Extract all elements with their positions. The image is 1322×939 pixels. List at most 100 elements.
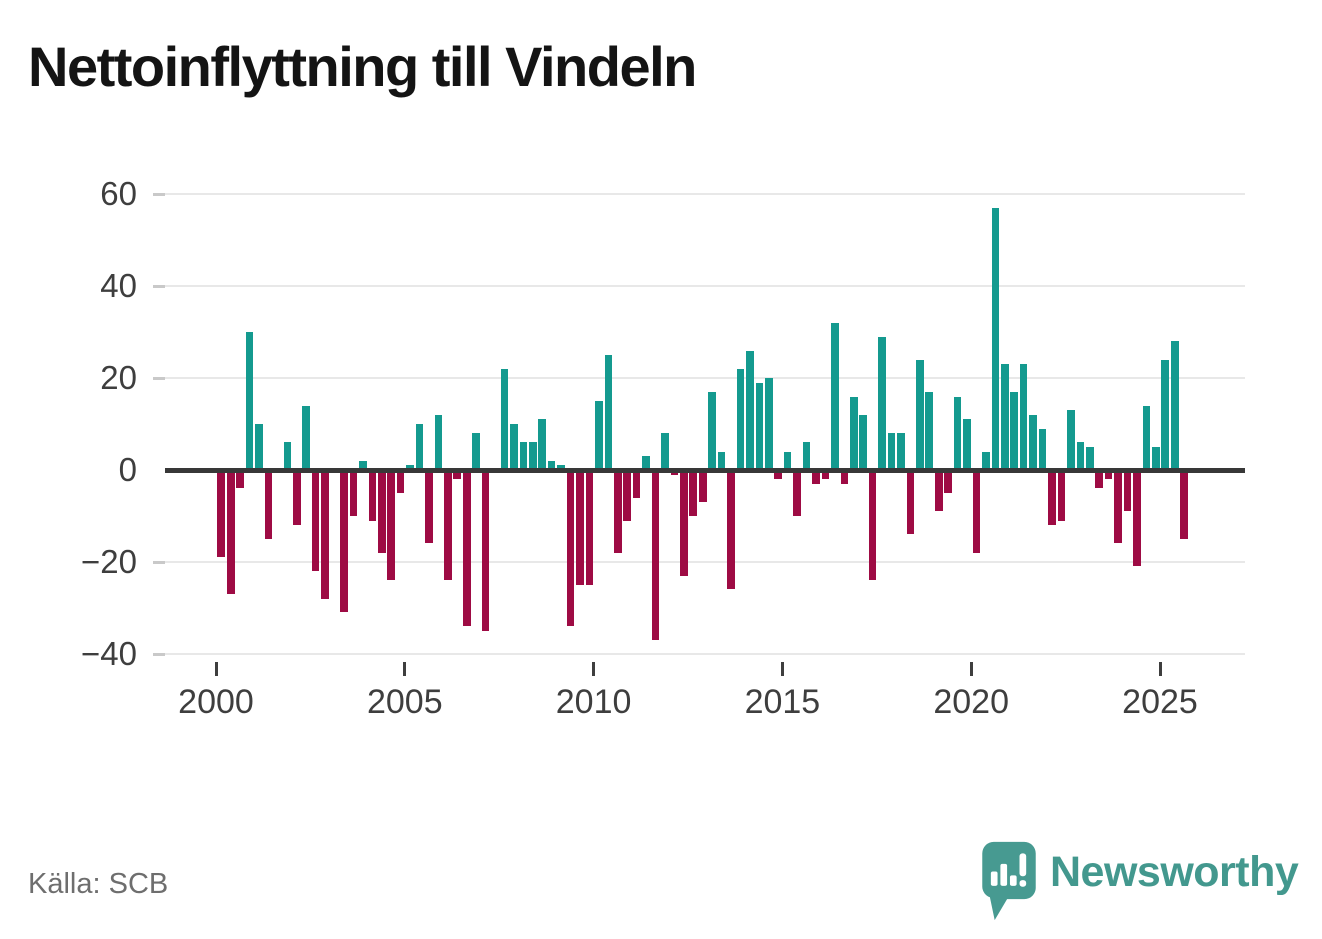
y-tick-label: −20 (81, 542, 137, 580)
x-tick-label: 2010 (555, 683, 632, 721)
bar-2020-Q3 (991, 208, 1000, 470)
bar-2000-Q4 (245, 332, 254, 470)
gridline-y-40 (165, 652, 1245, 655)
x-axis-tick (403, 662, 407, 676)
bar-2011-Q3 (651, 470, 660, 640)
bar-2002-Q3 (311, 470, 320, 572)
gridline-y60 (165, 193, 1245, 196)
source-note: Källa: SCB (28, 868, 169, 900)
gridline-y-20 (165, 560, 1245, 563)
bar-2023-Q3 (1104, 470, 1113, 480)
bar-2007-Q1 (481, 470, 490, 631)
bar-2019-Q1 (934, 470, 943, 512)
bar-2021-Q3 (1029, 414, 1037, 470)
bar-2018-Q1 (897, 433, 905, 470)
bar-2018-Q4 (925, 391, 934, 470)
newsworthy-wordmark: Newsworthy (1050, 848, 1299, 896)
x-axis-tick (592, 662, 596, 676)
bar-2010-Q1 (595, 401, 603, 470)
bar-2016-Q3 (840, 470, 849, 484)
bar-2020-Q1 (972, 470, 981, 553)
y-tick-label: 20 (100, 359, 137, 397)
bar-2015-Q4 (812, 470, 820, 484)
bar-2009-Q3 (576, 470, 584, 585)
bar-2000-Q2 (226, 470, 235, 594)
bar-2007-Q4 (510, 424, 518, 470)
bar-2025-Q1 (1161, 359, 1170, 470)
bar-2011-Q1 (632, 470, 641, 498)
bar-2017-Q1 (859, 414, 867, 470)
bar-2016-Q1 (821, 470, 830, 480)
bar-2017-Q3 (878, 336, 886, 470)
bar-2024-Q3 (1142, 405, 1151, 470)
bar-2012-Q4 (698, 470, 707, 503)
bar-2004-Q2 (377, 470, 386, 553)
bar-2020-Q4 (1001, 364, 1009, 470)
gridline-y40 (165, 285, 1245, 288)
x-tick-label: 2000 (178, 683, 254, 721)
bar-2022-Q4 (1076, 442, 1085, 470)
bar-2010-Q4 (623, 470, 631, 521)
x-tick-label: 2020 (933, 683, 1009, 721)
bar-2015-Q2 (793, 470, 801, 516)
bar-2024-Q1 (1123, 470, 1132, 512)
bar-2006-Q4 (472, 433, 480, 470)
bar-2003-Q2 (340, 470, 348, 613)
newsworthy-logo: Newsworthy (980, 840, 1299, 924)
bar-2025-Q3 (1180, 470, 1188, 539)
bar-2000-Q3 (236, 470, 244, 489)
bar-2022-Q2 (1057, 470, 1066, 521)
bar-2023-Q1 (1085, 447, 1094, 470)
bar-2019-Q3 (953, 396, 962, 470)
chart-title: Nettoinflyttning till Vindeln (28, 35, 697, 98)
bar-2006-Q1 (444, 470, 452, 581)
x-tick-label: 2005 (366, 683, 443, 721)
bar-2006-Q3 (462, 470, 471, 627)
bar-2002-Q4 (321, 470, 329, 599)
x-axis-tick (214, 662, 218, 676)
bar-2008-Q3 (538, 419, 547, 470)
bar-2010-Q2 (604, 355, 613, 470)
x-axis-tick (780, 662, 784, 676)
y-axis-tick (153, 652, 165, 656)
bar-2014-Q3 (765, 378, 773, 470)
bar-2014-Q1 (746, 350, 754, 470)
bar-2013-Q3 (727, 470, 735, 590)
bar-2015-Q3 (802, 442, 811, 470)
bar-2022-Q1 (1048, 470, 1056, 526)
bar-2009-Q4 (585, 470, 594, 585)
bar-2008-Q1 (519, 442, 528, 470)
bar-2011-Q2 (642, 456, 650, 470)
bar-2016-Q2 (831, 323, 839, 470)
bar-2003-Q4 (359, 460, 367, 470)
bar-2017-Q4 (887, 433, 896, 470)
bar-2000-Q1 (217, 470, 226, 558)
bar-2025-Q2 (1170, 341, 1179, 470)
y-axis-tick (153, 285, 165, 289)
bar-2021-Q2 (1019, 364, 1028, 470)
bar-2018-Q2 (906, 470, 915, 535)
bar-2022-Q3 (1067, 410, 1075, 470)
y-tick-label: 60 (100, 175, 137, 213)
bar-2021-Q4 (1038, 428, 1047, 470)
bar-2019-Q2 (944, 470, 952, 493)
bar-2009-Q2 (566, 470, 575, 627)
bar-2021-Q1 (1010, 391, 1019, 470)
y-axis-tick (153, 560, 165, 564)
newsworthy-speech-bubble-chart-icon (982, 841, 1036, 921)
y-tick-label: −40 (81, 634, 137, 672)
bar-2019-Q4 (963, 419, 971, 470)
bar-2007-Q3 (500, 368, 509, 470)
bar-2002-Q2 (302, 405, 311, 470)
bar-2002-Q1 (293, 470, 301, 526)
bar-2024-Q2 (1133, 470, 1141, 567)
bar-2008-Q4 (547, 460, 556, 470)
y-tick-label: 40 (100, 267, 137, 305)
bar-2004-Q3 (387, 470, 395, 581)
bar-2015-Q1 (783, 451, 792, 470)
bar-2008-Q2 (529, 442, 537, 470)
bar-2004-Q1 (368, 470, 377, 521)
bar-2014-Q2 (755, 382, 764, 470)
